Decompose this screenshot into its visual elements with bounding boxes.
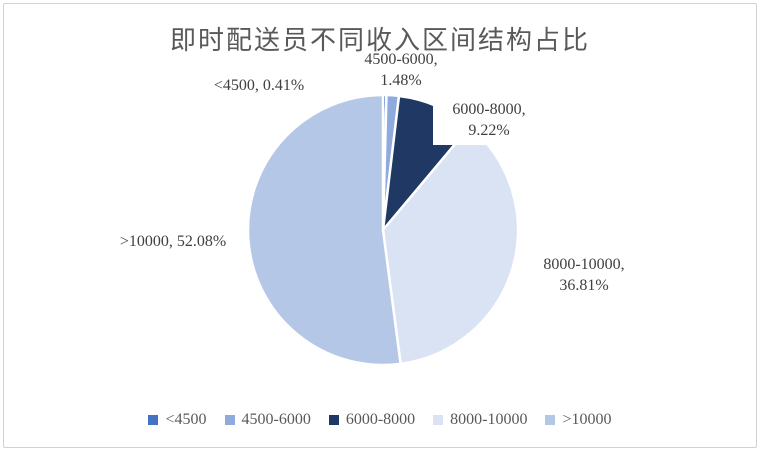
legend-item-gt10000: >10000 — [545, 411, 612, 429]
data-label-text: >10000, 52.08% — [119, 233, 227, 250]
data-label-text: 1.48% — [380, 72, 422, 89]
legend-label: 6000-8000 — [345, 411, 416, 428]
legend-swatch-icon — [148, 415, 159, 425]
data-label-text: 36.81% — [559, 277, 609, 294]
legend-swatch-icon — [328, 415, 339, 425]
pie-chart-frame: 即时配送员不同收入区间结构占比 <4500, 0.41% 4500-6000, … — [3, 3, 757, 448]
data-label-lt4500: <4500, 0.41% — [200, 75, 318, 96]
legend-swatch-icon — [224, 415, 235, 425]
chart-legend: <4500 4500-6000 6000-8000 8000-10000 >10… — [4, 411, 756, 429]
legend-item-4500-6000: 4500-6000 — [224, 411, 311, 429]
data-label-6000-8000: 6000-8000, 9.22% — [433, 96, 545, 145]
legend-swatch-icon — [545, 415, 556, 425]
data-label-text: 6000-8000, — [452, 101, 526, 118]
data-label-8000-10000: 8000-10000, 36.81% — [518, 254, 650, 296]
data-label-text: <4500, 0.41% — [213, 77, 305, 94]
data-label-gt10000: >10000, 52.08% — [102, 231, 244, 252]
legend-label: <4500 — [165, 411, 207, 428]
chart-title: 即时配送员不同收入区间结构占比 — [169, 26, 590, 55]
legend-item-6000-8000: 6000-8000 — [328, 411, 416, 429]
legend-item-lt4500: <4500 — [148, 411, 207, 429]
legend-label: 4500-6000 — [241, 411, 311, 428]
data-label-text: 8000-10000, — [543, 256, 625, 273]
legend-label: >10000 — [562, 411, 612, 428]
legend-label: 8000-10000 — [450, 411, 528, 428]
data-label-text: 4500-6000, — [364, 51, 438, 68]
data-label-text: 9.22% — [468, 122, 510, 139]
data-label-4500-6000: 4500-6000, 1.48% — [347, 49, 455, 91]
pie-slice-8000-10000 — [381, 125, 520, 366]
legend-item-8000-10000: 8000-10000 — [433, 411, 527, 429]
legend-swatch-icon — [433, 415, 444, 425]
pie-slice->10000 — [246, 93, 402, 367]
